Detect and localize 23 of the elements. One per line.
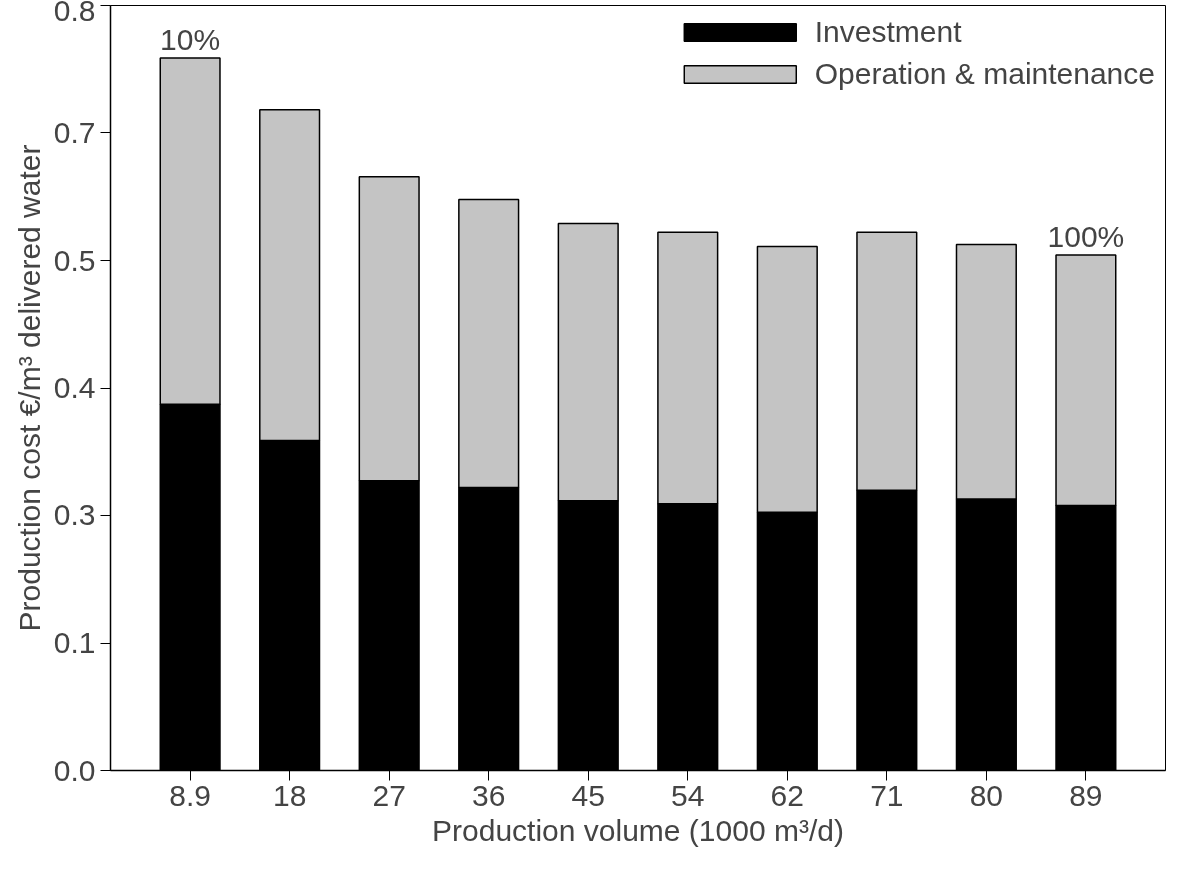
annotation: 10% (160, 23, 221, 57)
x-tick-label: 36 (472, 778, 506, 812)
y-tick-label: 0.0 (53, 753, 96, 787)
x-tick-label: 62 (770, 778, 804, 812)
x-tick-label: 45 (571, 778, 605, 812)
x-tick-label: 89 (1069, 778, 1103, 812)
x-tick-label: 27 (372, 778, 406, 812)
y-tick-label: 0.8 (53, 0, 96, 27)
x-tick-label: 80 (969, 778, 1004, 812)
y-axis-title: Production cost €/m³ delivered water (12, 144, 46, 632)
legend-label: Operation & maintenance (814, 57, 1155, 91)
y-tick-label: 0.3 (53, 498, 96, 532)
annotation: 100% (1047, 220, 1125, 254)
x-tick-label: 54 (671, 778, 705, 812)
y-tick-label: 0.7 (53, 115, 96, 149)
x-axis-title: Production volume (1000 m³/d) (432, 813, 844, 847)
y-tick-label: 0.5 (53, 243, 96, 277)
x-tick-label: 18 (272, 778, 307, 812)
y-tick-label: 0.1 (53, 626, 96, 660)
y-tick-label: 0.4 (53, 371, 96, 404)
x-tick-label: 71 (870, 778, 904, 812)
legend-label: Investment (814, 15, 962, 49)
x-tick-label: 8.9 (169, 778, 211, 812)
